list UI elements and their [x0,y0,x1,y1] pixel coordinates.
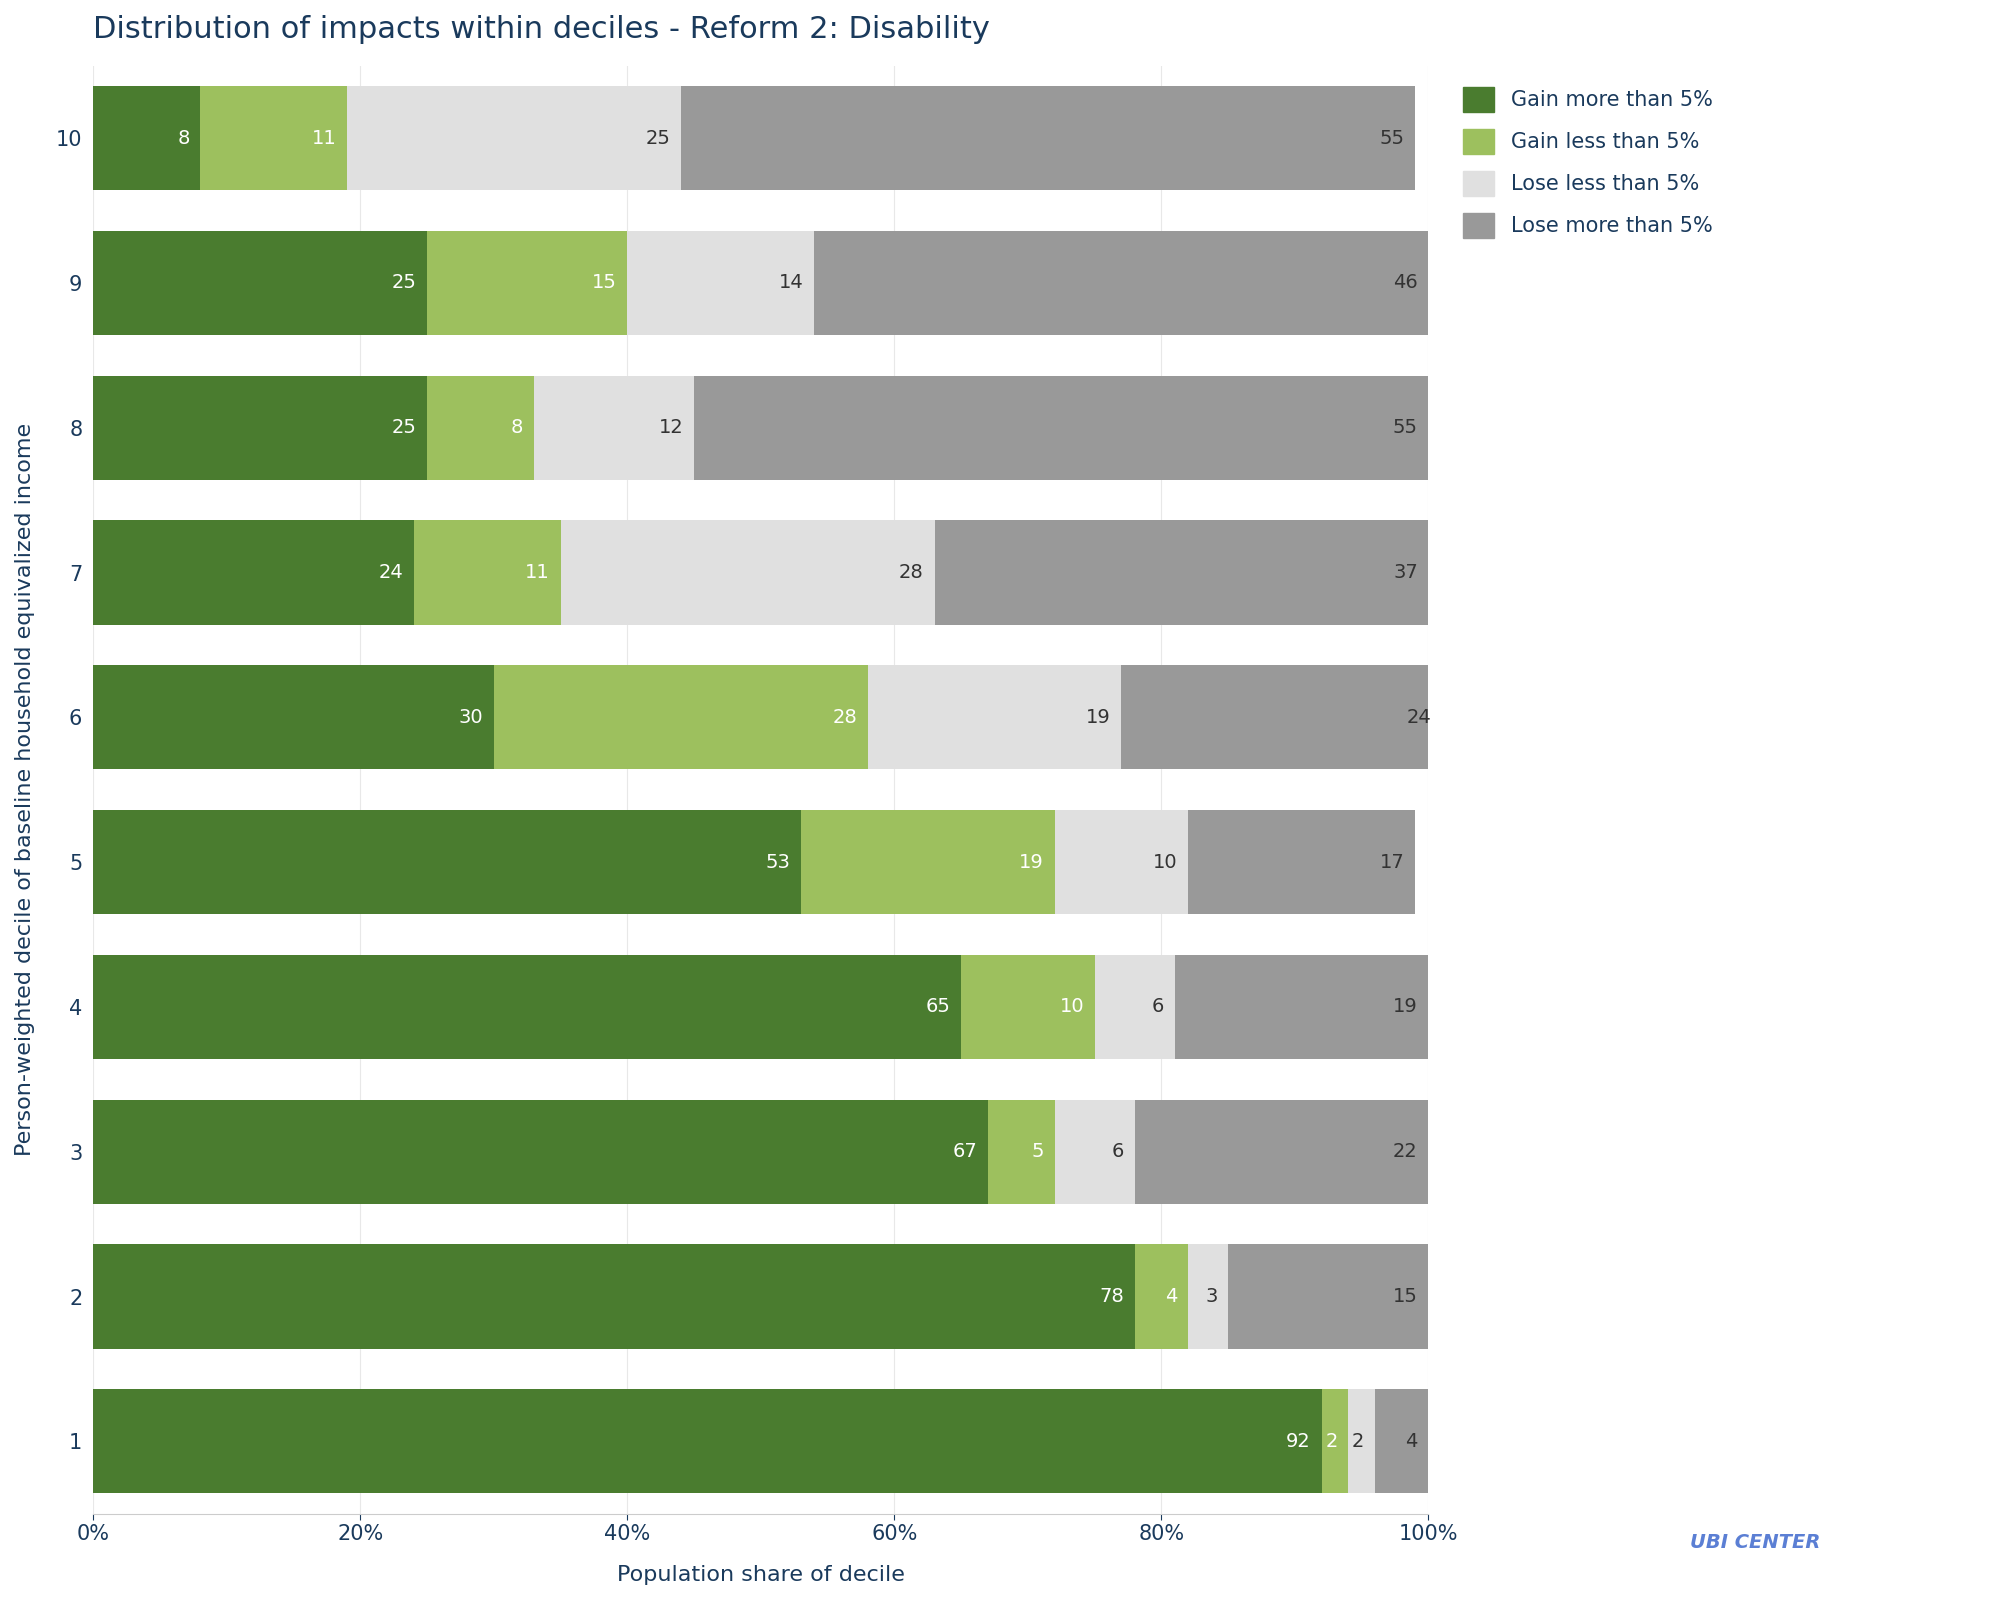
Bar [868,666,1122,770]
Text: 19: 19 [1394,997,1418,1016]
Text: 55: 55 [1380,128,1404,147]
Text: 78: 78 [1100,1286,1124,1306]
Legend: Gain more than 5%, Gain less than 5%, Lose less than 5%, Lose more than 5%: Gain more than 5%, Gain less than 5%, Lo… [1452,77,1722,248]
Bar [94,810,802,914]
Text: 67: 67 [952,1142,978,1162]
Bar [694,376,1428,480]
Text: 25: 25 [646,128,670,147]
Bar [1322,1389,1348,1493]
Bar [1188,1245,1228,1349]
Bar [1348,1389,1376,1493]
Text: 28: 28 [832,707,858,726]
Text: 92: 92 [1286,1432,1310,1451]
Bar [94,1389,1322,1493]
Bar [1054,1099,1134,1203]
Bar [94,86,200,190]
Text: 37: 37 [1394,563,1418,582]
Bar [494,666,868,770]
Text: 65: 65 [926,997,950,1016]
Bar [1188,810,1416,914]
Bar [94,520,414,624]
Text: 28: 28 [900,563,924,582]
Text: 8: 8 [510,418,524,437]
Bar [1228,1245,1428,1349]
Text: 24: 24 [1406,707,1432,726]
Bar [1122,666,1442,770]
X-axis label: Population share of decile: Population share of decile [618,1565,904,1586]
Text: 2: 2 [1352,1432,1364,1451]
Bar [348,86,680,190]
Text: 6: 6 [1152,997,1164,1016]
Text: 15: 15 [1392,1286,1418,1306]
Text: 24: 24 [378,563,404,582]
Text: 6: 6 [1112,1142,1124,1162]
Text: 11: 11 [312,128,336,147]
Text: 46: 46 [1394,274,1418,293]
Bar [560,520,934,624]
Text: 19: 19 [1020,853,1044,872]
Text: 19: 19 [1086,707,1110,726]
Text: 12: 12 [658,418,684,437]
Bar [94,376,428,480]
Text: 17: 17 [1380,853,1404,872]
Text: 53: 53 [766,853,790,872]
Bar [1376,1389,1428,1493]
Bar [814,230,1428,334]
Text: 22: 22 [1394,1142,1418,1162]
Bar [200,86,348,190]
Bar [988,1099,1054,1203]
Text: 5: 5 [1032,1142,1044,1162]
Text: 15: 15 [592,274,616,293]
Text: 3: 3 [1206,1286,1218,1306]
Bar [1054,810,1188,914]
Text: UBI CENTER: UBI CENTER [1690,1533,1820,1552]
Bar [962,955,1094,1059]
Bar [680,86,1416,190]
Text: 4: 4 [1406,1432,1418,1451]
Text: 25: 25 [392,274,416,293]
Text: 10: 10 [1152,853,1178,872]
Bar [428,230,628,334]
Bar [94,1245,1134,1349]
Text: 2: 2 [1326,1432,1338,1451]
Bar [1094,955,1174,1059]
Bar [428,376,534,480]
Text: 55: 55 [1392,418,1418,437]
Y-axis label: Person-weighted decile of baseline household equivalized income: Person-weighted decile of baseline house… [16,424,36,1157]
Text: 14: 14 [778,274,804,293]
Text: 4: 4 [1166,1286,1178,1306]
Bar [534,376,694,480]
Text: 30: 30 [458,707,484,726]
Bar [414,520,560,624]
Bar [934,520,1428,624]
Text: 8: 8 [178,128,190,147]
Bar [1134,1245,1188,1349]
Text: 10: 10 [1060,997,1084,1016]
Bar [94,955,962,1059]
Bar [1174,955,1428,1059]
Bar [628,230,814,334]
Bar [94,1099,988,1203]
Text: 11: 11 [526,563,550,582]
Text: 25: 25 [392,418,416,437]
Bar [802,810,1054,914]
Bar [94,666,494,770]
Bar [1134,1099,1428,1203]
Text: Distribution of impacts within deciles - Reform 2: Disability: Distribution of impacts within deciles -… [94,14,990,43]
Bar [94,230,428,334]
